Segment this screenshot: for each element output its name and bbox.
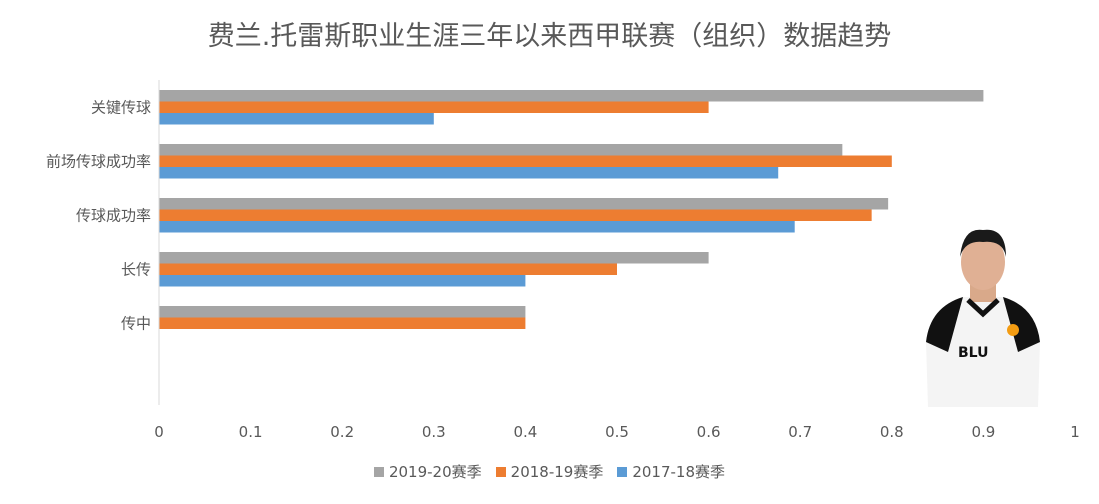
legend-label: 2018-19赛季 (510, 463, 604, 481)
x-tick-label: 0.6 (697, 423, 721, 441)
bar (159, 144, 843, 156)
bar (159, 113, 434, 125)
bar (159, 221, 795, 233)
player-photo: BLU (926, 229, 1040, 407)
bar (159, 252, 709, 264)
bar (159, 317, 526, 329)
x-tick-label: 0.1 (239, 423, 263, 441)
bar (159, 155, 892, 167)
bar (159, 209, 872, 221)
svg-text:BLU: BLU (958, 345, 988, 361)
legend-label: 2019-20赛季 (388, 463, 482, 481)
x-tick-label: 0 (154, 423, 164, 441)
category-label: 传球成功率 (76, 206, 151, 224)
x-tick-label: 1 (1070, 423, 1080, 441)
x-tick-label: 0.5 (605, 423, 629, 441)
bar (159, 198, 889, 210)
x-tick-label: 0.9 (971, 423, 995, 441)
bar (159, 167, 779, 179)
bar (159, 263, 617, 275)
legend-swatch (373, 466, 384, 477)
category-label: 长传 (121, 260, 151, 278)
x-tick-label: 0.2 (330, 423, 354, 441)
x-tick-label: 0.3 (422, 423, 446, 441)
x-tick-label: 0.8 (880, 423, 904, 441)
legend: 2019-20赛季 2018-19赛季 2017-18赛季 (0, 461, 1099, 482)
category-label: 前场传球成功率 (46, 152, 151, 170)
bar (159, 275, 526, 287)
legend-item: 2018-19赛季 (495, 461, 604, 482)
bar (159, 90, 984, 102)
bar (159, 101, 709, 113)
x-tick-label: 0.7 (788, 423, 812, 441)
legend-item: 2019-20赛季 (373, 461, 482, 482)
legend-swatch (495, 466, 506, 477)
x-tick-label: 0.4 (513, 423, 537, 441)
legend-swatch (617, 466, 628, 477)
chart-title: 费兰.托雷斯职业生涯三年以来西甲联赛（组织）数据趋势 (207, 21, 892, 52)
category-label: 关键传球 (91, 98, 151, 116)
category-label: 传中 (121, 314, 151, 332)
legend-item: 2017-18赛季 (617, 461, 725, 482)
legend-label: 2017-18赛季 (632, 463, 726, 481)
bar (159, 306, 526, 318)
